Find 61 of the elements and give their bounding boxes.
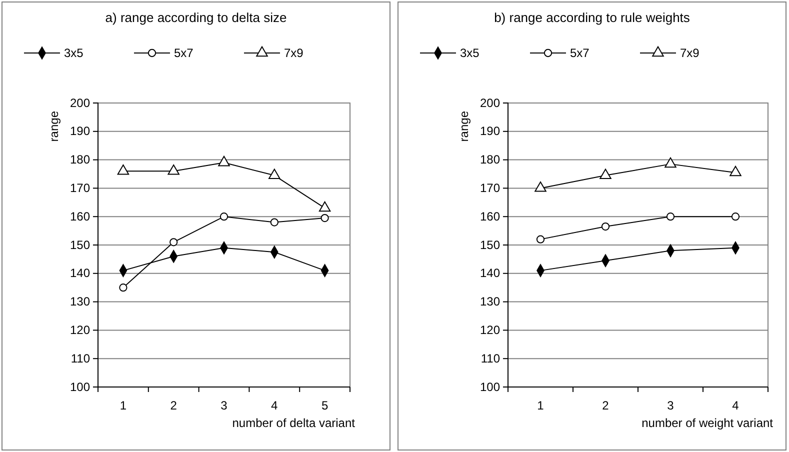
x-tick-label: 3	[220, 398, 228, 413]
y-tick-label: 100	[480, 380, 500, 394]
y-tick-label: 120	[480, 323, 500, 338]
legend-label: 7x9	[680, 46, 700, 60]
x-axis-title: number of weight variant	[642, 416, 774, 430]
y-axis-title: range	[457, 110, 471, 142]
point	[664, 157, 676, 168]
y-tick-label: 170	[70, 181, 90, 196]
y-tick-label: 150	[70, 238, 90, 252]
point	[730, 166, 742, 176]
point	[534, 181, 546, 192]
y-tick-label: 200	[70, 96, 90, 110]
x-tick-label: 1	[120, 398, 127, 413]
point	[731, 212, 740, 221]
y-axis-title: range	[47, 110, 61, 142]
chart-title: a) range according to delta size	[105, 10, 287, 25]
point	[268, 168, 280, 180]
point	[218, 156, 230, 166]
y-tick-label: 180	[480, 152, 500, 167]
point	[168, 164, 180, 175]
legend-label: 3x5	[460, 46, 480, 60]
point	[601, 222, 610, 231]
y-tick-label: 180	[70, 152, 90, 167]
y-tick-label: 160	[480, 209, 500, 224]
y-tick-label: 140	[480, 266, 500, 280]
legend-label: 5x7	[174, 46, 194, 60]
y-tick-label: 200	[480, 96, 500, 110]
y-tick-label: 190	[480, 124, 500, 138]
x-tick-label: 2	[602, 398, 610, 413]
chart-title: b) range according to rule weights	[494, 10, 690, 25]
x-tick-label: 2	[170, 398, 178, 413]
x-axis-title: number of delta variant	[232, 416, 356, 430]
y-tick-label: 150	[480, 238, 500, 252]
x-tick-label: 1	[537, 398, 544, 413]
point	[536, 235, 545, 244]
point	[170, 238, 178, 246]
point	[318, 201, 331, 212]
point	[270, 218, 278, 226]
y-tick-label: 130	[480, 294, 500, 309]
y-tick-label: 140	[70, 266, 90, 280]
legend-label: 3x5	[64, 46, 84, 60]
y-tick-label: 190	[70, 124, 90, 138]
point	[220, 212, 228, 221]
point	[119, 284, 128, 292]
x-tick-label: 4	[271, 398, 278, 413]
x-tick-label: 5	[321, 398, 328, 413]
point	[600, 168, 612, 180]
y-tick-label: 110	[480, 351, 500, 366]
y-tick-label: 100	[70, 380, 90, 394]
y-tick-label: 160	[70, 209, 90, 224]
y-tick-label: 170	[480, 181, 500, 196]
point	[666, 212, 675, 221]
y-tick-label: 120	[70, 323, 90, 338]
x-tick-label: 3	[667, 398, 674, 413]
legend-label: 5x7	[570, 46, 590, 60]
y-tick-label: 110	[70, 351, 90, 366]
y-tick-label: 130	[70, 294, 90, 309]
point	[117, 164, 130, 175]
legend-label: 7x9	[284, 46, 304, 60]
x-tick-label: 4	[732, 398, 740, 413]
point	[320, 214, 329, 222]
